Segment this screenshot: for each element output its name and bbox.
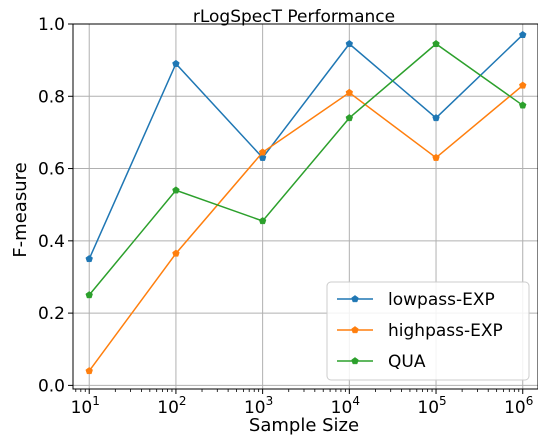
data-point [172, 59, 180, 67]
series-highpass-exp [85, 81, 527, 375]
x-tick-label: 104 [331, 394, 360, 418]
x-tick-label: 102 [157, 394, 186, 418]
y-axis: 0.0 0.2 0.4 0.6 0.8 1.0 [38, 15, 73, 396]
data-point [172, 186, 180, 194]
data-point [432, 39, 440, 48]
data-point [85, 254, 93, 263]
legend-marker [351, 295, 359, 303]
legend-marker [351, 357, 359, 365]
x-axis-label: Sample Size [249, 415, 359, 436]
series-line [88, 42, 524, 296]
data-point [172, 249, 180, 257]
y-axis-label: F-measure [10, 162, 31, 257]
data-point [432, 153, 440, 161]
legend-label: highpass-EXP [388, 321, 503, 341]
data-point [258, 217, 267, 225]
series-layer [85, 30, 527, 375]
series-lowpass-exp [85, 30, 527, 263]
data-point [345, 88, 354, 96]
legend-marker [351, 326, 359, 334]
data-point [519, 30, 527, 38]
data-point [519, 101, 527, 109]
data-point [345, 39, 354, 48]
x-tick-label: 105 [417, 394, 446, 418]
y-tick-label: 0.2 [38, 304, 65, 324]
data-point [85, 367, 93, 375]
x-tick-label: 103 [244, 394, 273, 418]
y-tick-label: 0.4 [38, 232, 65, 252]
x-tick-label: 101 [71, 394, 100, 418]
data-point [519, 81, 527, 89]
chart-title: rLogSpecT Performance [193, 7, 395, 27]
y-tick-label: 0.6 [38, 160, 65, 180]
data-point [432, 114, 440, 122]
series-line [88, 34, 524, 260]
data-point [85, 291, 93, 299]
y-tick-label: 0.0 [38, 376, 65, 396]
series-line [88, 84, 524, 372]
plot-frame [72, 23, 538, 390]
data-point [258, 148, 267, 156]
legend-label: QUA [388, 352, 426, 372]
x-tick-label: 106 [504, 394, 533, 418]
series-qua [85, 39, 527, 299]
data-point [345, 114, 354, 122]
legend: lowpass-EXP highpass-EXP QUA [326, 281, 530, 381]
y-tick-label: 1.0 [38, 15, 65, 35]
legend-label: lowpass-EXP [388, 290, 495, 310]
legend-box [326, 281, 530, 381]
y-tick-label: 0.8 [38, 87, 65, 107]
x-axis: 101 102 103 104 105 106 [71, 389, 533, 418]
